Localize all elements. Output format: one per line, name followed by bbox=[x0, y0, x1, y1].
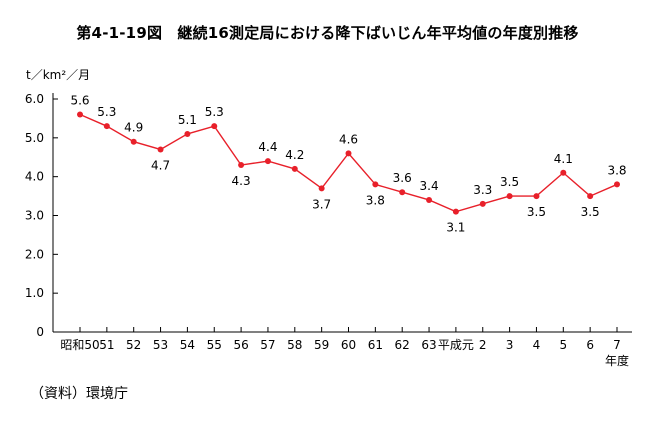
x-tick-label: 51 bbox=[99, 338, 114, 352]
data-label: 3.8 bbox=[607, 163, 626, 177]
y-tick-label: 1.0 bbox=[25, 286, 44, 300]
x-tick-label: 7 bbox=[613, 338, 621, 352]
data-label: 4.7 bbox=[151, 158, 170, 172]
data-point bbox=[426, 196, 433, 203]
data-label: 5.3 bbox=[97, 105, 116, 119]
data-point bbox=[506, 193, 513, 200]
data-point bbox=[157, 146, 164, 153]
x-tick-label: 5 bbox=[559, 338, 567, 352]
y-tick-label: 4.0 bbox=[25, 170, 44, 184]
data-label: 5.3 bbox=[205, 105, 224, 119]
y-tick-label: 3.0 bbox=[25, 209, 44, 223]
x-tick-label: 平成元 bbox=[438, 338, 474, 352]
data-point bbox=[587, 193, 594, 200]
x-tick-label: 55 bbox=[207, 338, 222, 352]
data-point bbox=[318, 185, 325, 192]
x-tick-label: 54 bbox=[180, 338, 195, 352]
data-label: 3.5 bbox=[527, 205, 546, 219]
data-label: 4.9 bbox=[124, 121, 143, 135]
data-point bbox=[345, 150, 352, 157]
data-point bbox=[614, 181, 620, 188]
data-point bbox=[238, 162, 245, 169]
data-point bbox=[372, 181, 379, 188]
y-tick-label: 6.0 bbox=[25, 92, 44, 106]
y-axis-unit-label: t／km²／月 bbox=[26, 68, 91, 82]
data-point bbox=[130, 138, 137, 145]
y-tick-label: 0 bbox=[36, 325, 44, 339]
data-point bbox=[291, 165, 298, 172]
data-label: 4.4 bbox=[258, 140, 277, 154]
x-tick-label: 62 bbox=[395, 338, 410, 352]
x-tick-label: 60 bbox=[341, 338, 356, 352]
x-tick-label: 53 bbox=[153, 338, 168, 352]
x-tick-label: 57 bbox=[260, 338, 275, 352]
x-tick-label: 3 bbox=[506, 338, 514, 352]
data-point bbox=[211, 123, 218, 130]
data-label: 3.8 bbox=[366, 193, 385, 207]
data-label: 4.3 bbox=[232, 174, 251, 188]
data-point bbox=[103, 123, 110, 130]
data-label: 4.6 bbox=[339, 132, 358, 146]
y-tick-label: 5.0 bbox=[25, 131, 44, 145]
data-label: 3.6 bbox=[393, 171, 412, 185]
x-tick-label: 昭和50 bbox=[60, 338, 99, 352]
x-axis-title: 年度 bbox=[605, 353, 629, 368]
data-label: 3.4 bbox=[420, 179, 439, 193]
data-label: 4.1 bbox=[554, 152, 573, 166]
data-point bbox=[184, 130, 191, 137]
data-label: 5.1 bbox=[178, 113, 197, 127]
data-label: 3.1 bbox=[446, 221, 465, 235]
chart-title: 第4-1-19図 継続16測定局における降下ばいじん年平均値の年度別推移 bbox=[76, 24, 579, 42]
x-tick-label: 4 bbox=[533, 338, 541, 352]
data-point bbox=[560, 169, 567, 176]
data-point bbox=[399, 189, 406, 196]
data-label: 3.5 bbox=[500, 175, 519, 189]
data-label: 5.6 bbox=[70, 94, 89, 108]
data-label: 3.7 bbox=[312, 197, 331, 211]
data-point bbox=[479, 200, 486, 207]
data-point bbox=[264, 158, 271, 165]
x-tick-label: 52 bbox=[126, 338, 141, 352]
x-tick-label: 56 bbox=[233, 338, 248, 352]
data-label: 3.5 bbox=[581, 205, 600, 219]
data-point bbox=[452, 208, 459, 215]
source-note: （資料）環境庁 bbox=[30, 386, 128, 402]
x-tick-label: 59 bbox=[314, 338, 329, 352]
x-tick-label: 2 bbox=[479, 338, 487, 352]
data-label: 4.2 bbox=[285, 148, 304, 162]
data-point bbox=[77, 111, 83, 118]
x-tick-label: 61 bbox=[368, 338, 383, 352]
x-tick-label: 6 bbox=[586, 338, 594, 352]
x-tick-label: 63 bbox=[421, 338, 436, 352]
data-point bbox=[533, 193, 540, 200]
x-tick-label: 58 bbox=[287, 338, 302, 352]
data-label: 3.3 bbox=[473, 183, 492, 197]
y-tick-label: 2.0 bbox=[25, 247, 44, 261]
